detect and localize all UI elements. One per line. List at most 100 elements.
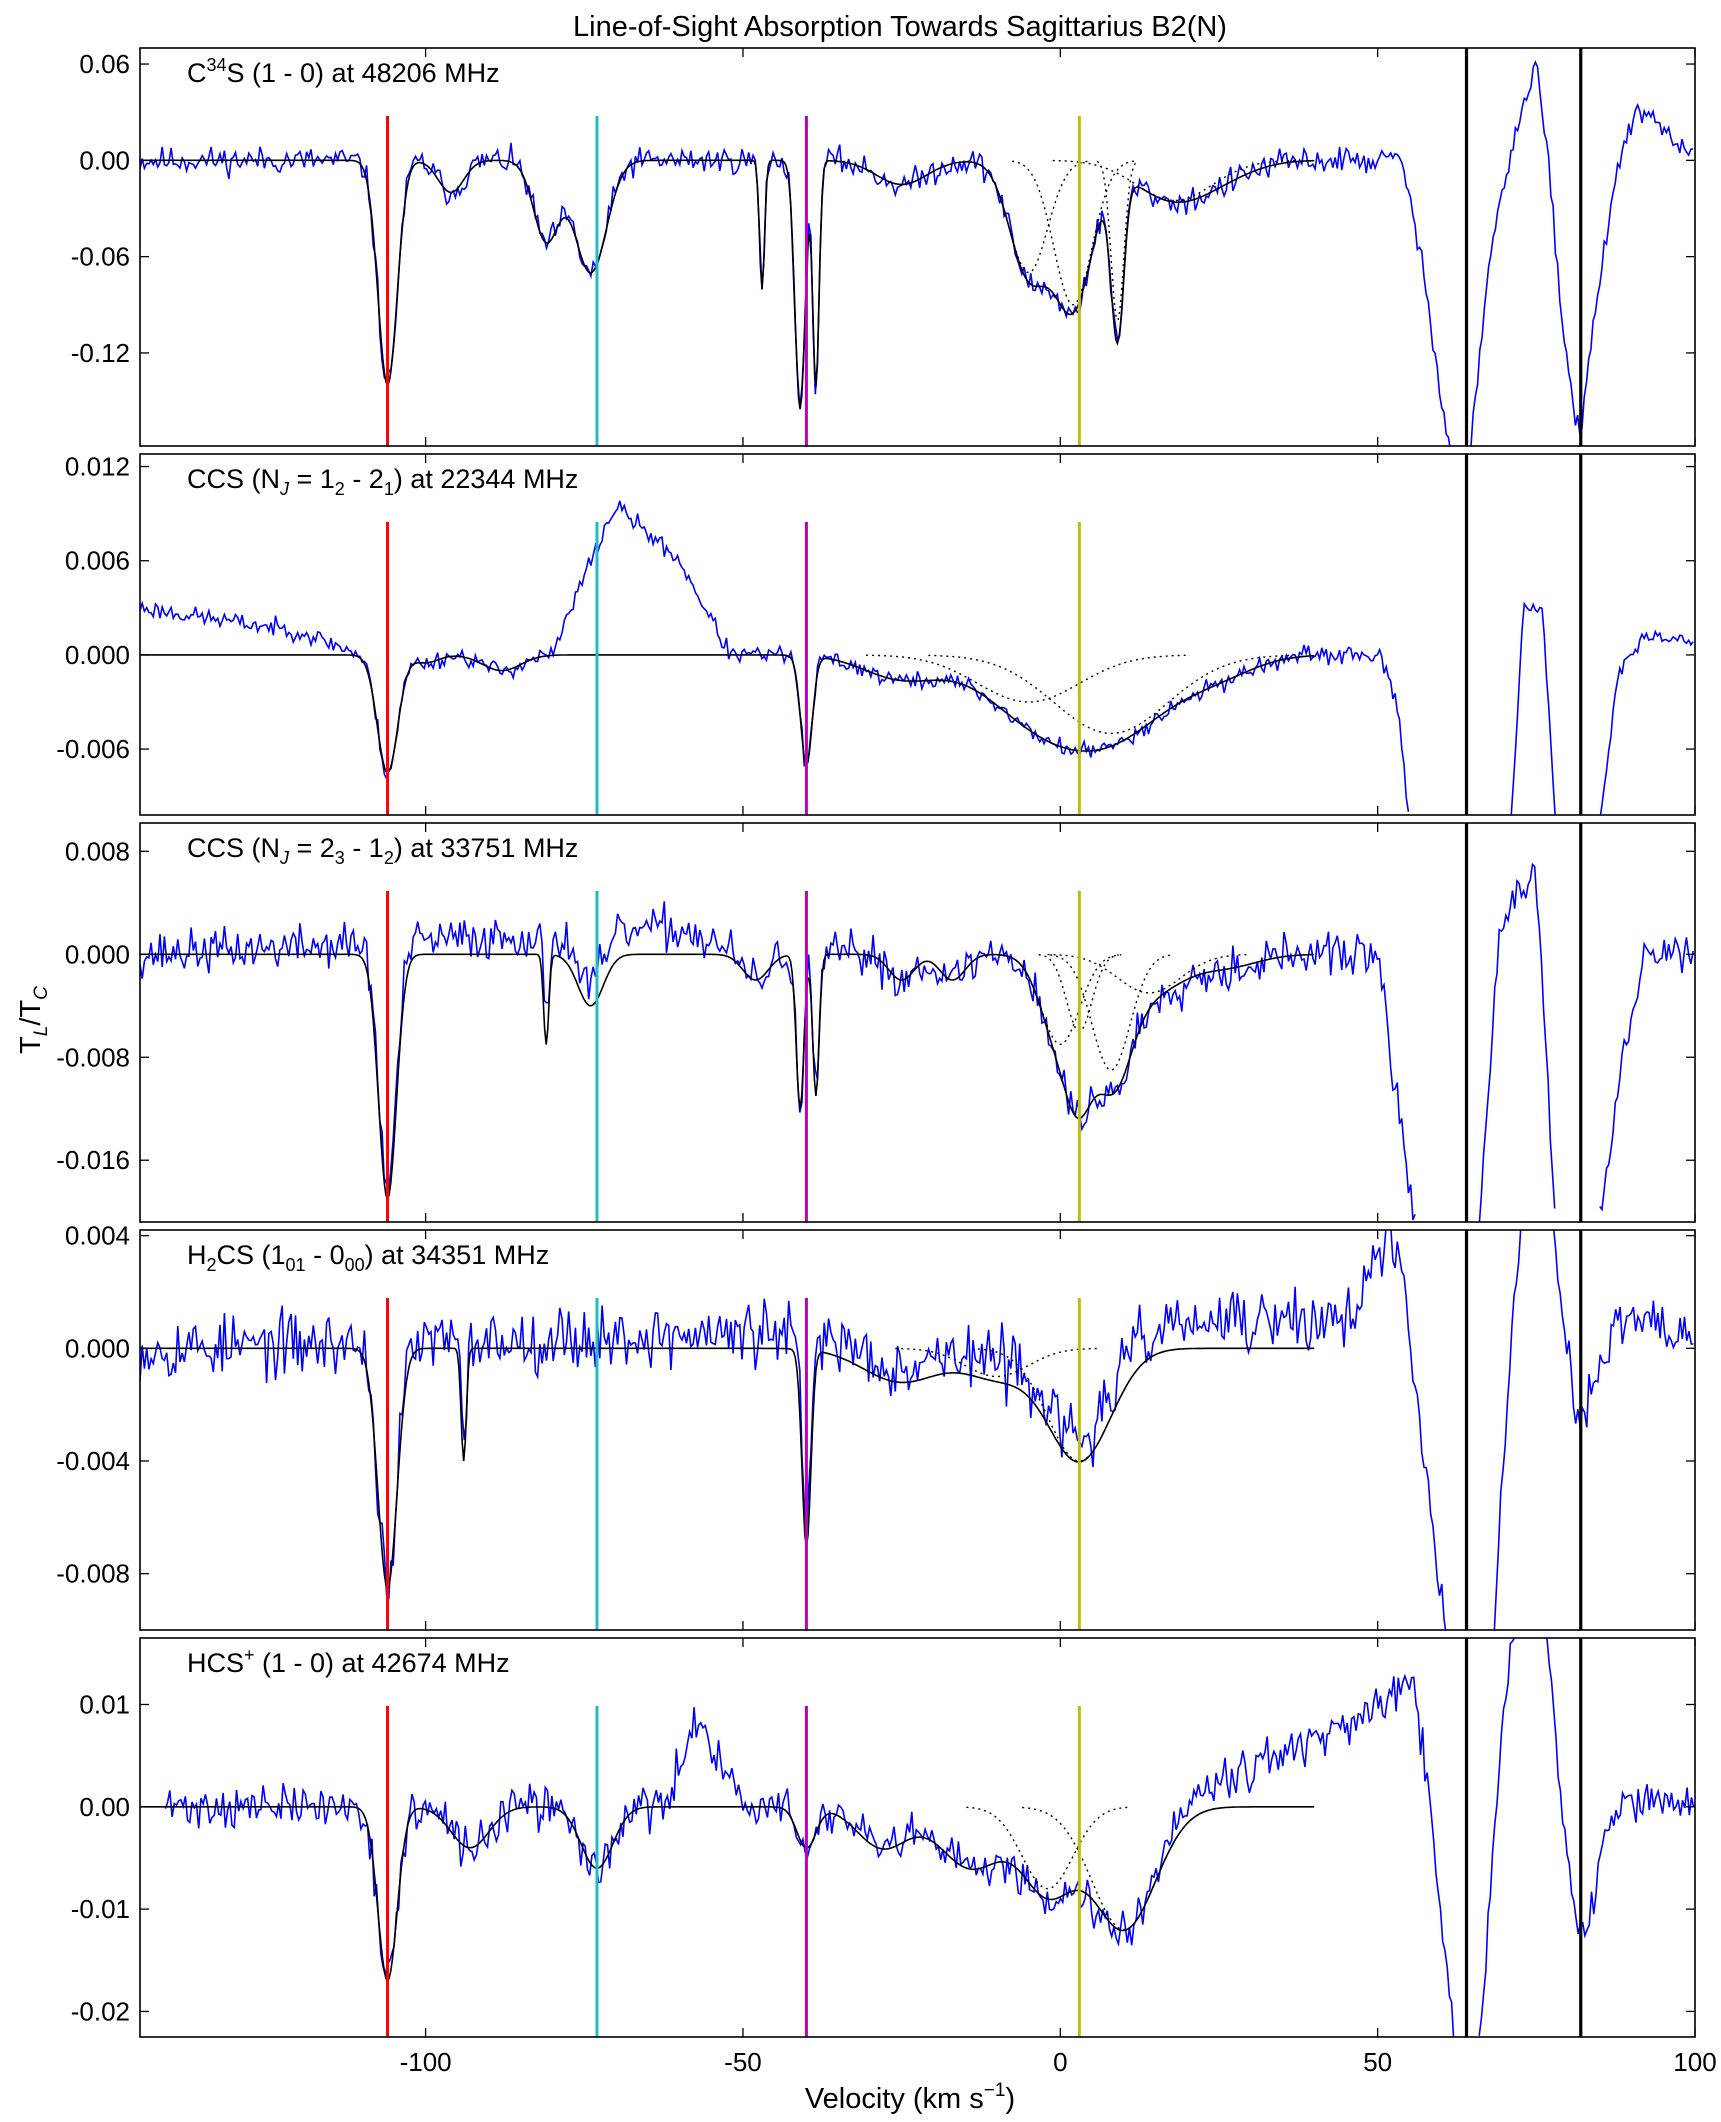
y-tick-label-3-1: 0.008 xyxy=(65,836,130,866)
y-tick-label-3-3: -0.008 xyxy=(56,1042,130,1072)
spectrum-segment-3-1 xyxy=(1478,862,1556,1222)
panel-5: 0.01 0.00 -0.01 -0.02 HCS+ (1 - 0) at 42674 … xyxy=(71,1637,1696,2038)
panel-label-rest: CS (1 xyxy=(217,1240,286,1270)
x-tick-label-1: -100 xyxy=(400,2047,452,2077)
x-tick-label-2: -50 xyxy=(724,2047,762,2077)
panel-frame-4 xyxy=(139,1229,1696,1631)
y-axis-label-mid: /T xyxy=(15,1000,47,1026)
y-tick-label-4-2: 0.000 xyxy=(65,1333,130,1363)
panel-frame-5 xyxy=(139,1637,1696,2038)
panel-label-text: CCS (N xyxy=(187,464,280,494)
panel-frame-3 xyxy=(139,822,1696,1223)
panel-label-rest2: - 0 xyxy=(306,1240,345,1270)
x-tick-label-4: 50 xyxy=(1363,2047,1392,2077)
fit-component-5-8 xyxy=(1022,1806,1225,1931)
x-axis-label-close: ) xyxy=(1005,2083,1015,2115)
spectrum-segment-4-1 xyxy=(1493,1230,1522,1630)
panel-3: 0.008 0.000 -0.008 -0.016 CCS (NJ = 23 - 12)… xyxy=(56,822,1696,1223)
panel-frame-2 xyxy=(139,453,1696,816)
y-tick-label-5-2: 0.00 xyxy=(79,1792,130,1822)
panel-label-sub2: 01 xyxy=(286,1255,306,1275)
fit-line-1 xyxy=(140,159,1315,410)
spectrum-line-2 xyxy=(140,500,1410,812)
panel-label-sup: + xyxy=(244,1645,255,1665)
fit-component-3-11 xyxy=(1050,954,1171,1071)
fit-line-4 xyxy=(140,1347,1315,1590)
panel-label-rest3: ) at 22344 MHz xyxy=(394,464,579,494)
panel-label-3: CCS (NJ = 23 - 12) at 33751 MHz xyxy=(187,833,578,868)
spectrum-segment-2-2 xyxy=(1599,629,1694,815)
panel-label-rest: (1 - 0) at 42674 MHz xyxy=(255,1648,510,1678)
x-tick-label-5: 100 xyxy=(1673,2047,1716,2077)
y-tick-label-2-1: 0.012 xyxy=(65,452,130,482)
fit-component-4-6 xyxy=(977,1348,1180,1462)
fit-component-2-6 xyxy=(866,654,1190,703)
y-axis-label-sub2: C xyxy=(31,986,52,1000)
fit-component-1-12 xyxy=(1052,159,1297,202)
spectrum-line-3 xyxy=(140,901,1416,1221)
x-tick-label-3: 0 xyxy=(1053,2047,1067,2077)
y-tick-label-5-4: -0.02 xyxy=(71,1996,130,2026)
panel-4: 0.004 0.000 -0.004 -0.008 H2CS (101 - 000) a… xyxy=(56,1221,1696,1631)
y-tick-label-1-4: -0.12 xyxy=(71,338,130,368)
panel-label-1: C34S (1 - 0) at 48206 MHz xyxy=(187,55,500,88)
panel-label-sup: 34 xyxy=(207,55,227,75)
y-tick-label-1-2: 0.00 xyxy=(79,145,130,175)
fit-component-2-7 xyxy=(928,654,1293,735)
y-tick-label-4-1: 0.004 xyxy=(65,1221,130,1251)
y-tick-label-2-4: -0.006 xyxy=(56,734,130,764)
panel-label-rest3: ) at 34351 MHz xyxy=(365,1240,550,1270)
panel-label-text: C xyxy=(187,58,207,88)
fit-component-3-12 xyxy=(1047,953,1250,994)
y-tick-label-5-1: 0.01 xyxy=(79,1690,130,1720)
spectrum-segment-2-1 xyxy=(1510,601,1556,815)
panel-label-2: CCS (NJ = 12 - 21) at 22344 MHz xyxy=(187,464,578,499)
spectrum-segment-4-2 xyxy=(1552,1230,1694,1428)
chart-title: Line-of-Sight Absorption Towards Sagitta… xyxy=(573,11,1227,43)
y-tick-label-2-3: 0.000 xyxy=(65,640,130,670)
panel-label-rest2: - 2 xyxy=(345,464,384,494)
y-tick-label-4-4: -0.008 xyxy=(56,1559,130,1589)
panel-label-sub: J xyxy=(279,848,290,868)
fit-component-1-9 xyxy=(967,160,1088,274)
y-tick-label-2-2: 0.006 xyxy=(65,546,130,576)
y-tick-label-4-3: -0.004 xyxy=(56,1446,130,1476)
y-tick-label-1-1: 0.06 xyxy=(79,49,130,79)
y-tick-label-3-4: -0.016 xyxy=(56,1145,130,1175)
y-axis-label-sub1: L xyxy=(31,1026,52,1037)
plot-area-2 xyxy=(140,500,1694,815)
fit-line-3 xyxy=(140,953,1315,1201)
spectrum-line-5 xyxy=(164,1673,1455,2037)
fit-line-5 xyxy=(140,1806,1315,1983)
y-tick-label-5-3: -0.01 xyxy=(71,1894,130,1924)
y-axis-label-t1: T xyxy=(15,1036,47,1054)
x-axis-label-sup: −1 xyxy=(984,2080,1006,2101)
panel-label-sub3: 00 xyxy=(345,1255,365,1275)
fit-component-4-5 xyxy=(895,1347,1098,1378)
panel-label-4: H2CS (101 - 000) at 34351 MHz xyxy=(187,1240,549,1275)
y-axis-label: TL/TC xyxy=(15,986,52,1054)
panel-label-sub2: 2 xyxy=(335,479,345,499)
panel-label-sub3: 1 xyxy=(384,479,394,499)
panel-label-text: CCS (N xyxy=(187,833,280,863)
panel-label-rest: = 2 xyxy=(289,833,335,863)
spectrum-line-4 xyxy=(140,1230,1447,1630)
spectrum-segment-5-1 xyxy=(1478,1638,1516,2036)
spectrum-line-1 xyxy=(140,142,1451,446)
panel-label-rest2: - 1 xyxy=(345,833,384,863)
fit-component-1-10 xyxy=(1011,160,1135,306)
plot-area-4 xyxy=(140,1230,1694,1630)
x-axis-label: Velocity (km s−1) xyxy=(805,2080,1015,2115)
x-axis-label-main: Velocity (km s xyxy=(805,2083,984,2115)
y-tick-label-3-2: 0.000 xyxy=(65,939,130,969)
panel-label-5: HCS+ (1 - 0) at 42674 MHz xyxy=(187,1645,510,1678)
fit-component-1-11 xyxy=(1096,160,1138,322)
panel-label-rest3: ) at 33751 MHz xyxy=(394,833,579,863)
fit-component-3-9 xyxy=(999,954,1122,1046)
panel-label-sub: 2 xyxy=(207,1255,217,1275)
panel-label-rest: = 1 xyxy=(289,464,335,494)
y-tick-label-1-3: -0.06 xyxy=(71,242,130,272)
panel-frame-1 xyxy=(139,47,1696,447)
panel-label-rest: S (1 - 0) at 48206 MHz xyxy=(227,58,500,88)
